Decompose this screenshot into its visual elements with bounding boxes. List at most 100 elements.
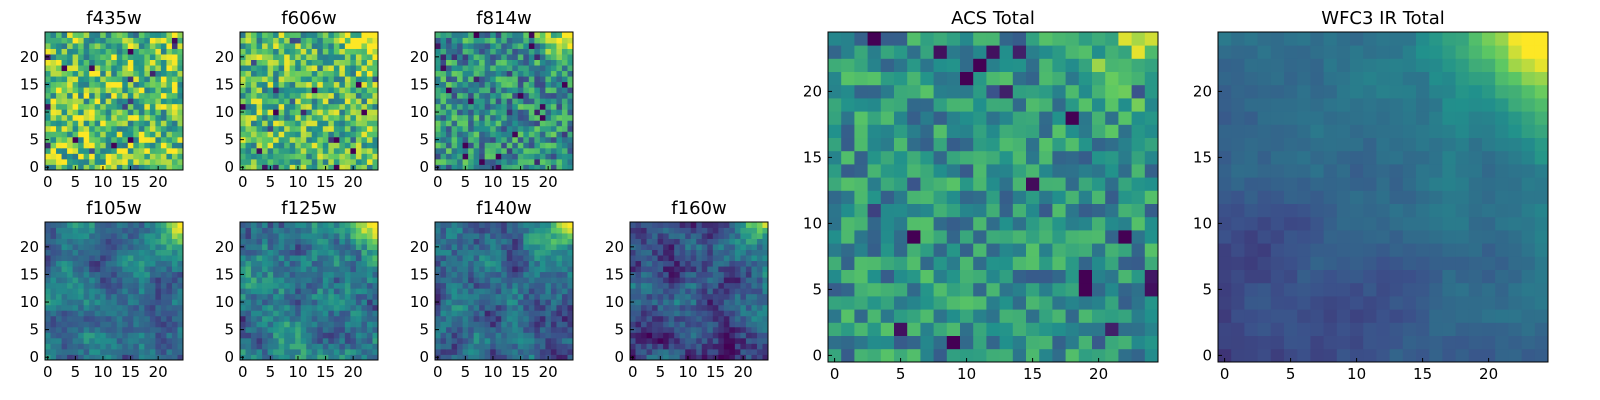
heatmap-cell	[306, 32, 313, 38]
heatmap-cell	[56, 288, 62, 295]
heatmap-cell	[78, 109, 85, 116]
heatmap-cell	[479, 125, 486, 132]
heatmap-cell	[723, 244, 730, 250]
heatmap-cell	[83, 266, 90, 273]
heatmap-cell	[45, 114, 51, 121]
heatmap-cell	[144, 260, 151, 267]
heatmap-cell	[501, 103, 508, 110]
heatmap-cell	[556, 153, 563, 160]
heatmap-cell	[501, 332, 508, 339]
heatmap-cell	[657, 304, 664, 311]
heatmap-cell	[273, 266, 280, 273]
heatmap-cell	[72, 348, 79, 355]
heatmap-cell	[133, 147, 140, 154]
heatmap-cell	[344, 321, 351, 328]
heatmap-cell	[245, 153, 252, 160]
heatmap-cell	[322, 120, 329, 127]
heatmap-cell	[729, 293, 736, 300]
heatmap-cell	[663, 293, 670, 300]
y-tick-label: 10	[410, 293, 429, 311]
heatmap-cell	[339, 43, 346, 49]
heatmap-cell	[523, 348, 530, 355]
heatmap-cell	[490, 249, 497, 256]
heatmap-cell	[138, 304, 145, 311]
heatmap-cell	[366, 304, 373, 311]
heatmap-cell	[61, 288, 68, 295]
heatmap-cell	[841, 203, 855, 218]
heatmap-cell	[457, 249, 463, 256]
y-tick-label: 20	[410, 48, 429, 66]
heatmap-cell	[457, 244, 463, 250]
heatmap-cell	[295, 125, 302, 132]
heatmap-cell	[100, 48, 107, 55]
heatmap-cell	[149, 65, 156, 72]
heatmap-cell	[556, 114, 563, 121]
heatmap-cell	[462, 109, 469, 116]
heatmap-cell	[56, 76, 62, 83]
heatmap-cell	[501, 136, 508, 143]
heatmap-cell	[278, 310, 285, 317]
heatmap-cell	[311, 354, 318, 361]
heatmap-cell	[457, 343, 463, 350]
heatmap-cell	[523, 98, 530, 105]
heatmap-cell	[350, 326, 357, 333]
heatmap-cell	[1078, 230, 1093, 244]
heatmap-cell	[462, 249, 469, 256]
heatmap-cell	[512, 81, 519, 88]
heatmap-cell	[567, 142, 574, 149]
heatmap-cell	[630, 282, 636, 289]
heatmap-cell	[83, 348, 90, 355]
heatmap-cell	[122, 147, 129, 154]
heatmap-cell	[751, 255, 758, 262]
heatmap-cell	[361, 70, 368, 77]
heatmap-cell	[251, 164, 257, 171]
heatmap-cell	[300, 153, 307, 160]
heatmap-cell	[528, 332, 535, 339]
heatmap-cell	[854, 203, 868, 218]
heatmap-cell	[273, 282, 280, 289]
heatmap-cell	[300, 271, 307, 278]
heatmap-cell	[138, 142, 145, 149]
heatmap-cell	[1065, 150, 1080, 165]
heatmap-cell	[361, 238, 368, 245]
heatmap-cell	[762, 260, 769, 267]
heatmap-cell	[339, 87, 346, 94]
heatmap-cell	[350, 81, 357, 88]
heatmap-cell	[50, 153, 57, 160]
heatmap-cell	[89, 260, 96, 267]
heatmap-cell	[567, 255, 574, 262]
heatmap-cell	[986, 164, 1000, 178]
heatmap-cell	[289, 304, 296, 311]
heatmap-cell	[322, 233, 329, 239]
heatmap-cell	[528, 37, 535, 44]
heatmap-cell	[284, 304, 291, 311]
heatmap-cell	[45, 103, 51, 110]
heatmap-cell	[506, 227, 513, 234]
heatmap-cell	[556, 244, 563, 250]
heatmap-cell	[251, 244, 257, 250]
heatmap-cell	[550, 288, 557, 295]
heatmap-cell	[240, 147, 246, 154]
heatmap-cell	[685, 277, 692, 284]
heatmap-cell	[344, 59, 351, 66]
heatmap-cell	[701, 282, 708, 289]
heatmap-cell	[278, 315, 285, 322]
heatmap-cell	[245, 59, 252, 66]
heatmap-cell	[946, 322, 961, 336]
heatmap-cell	[138, 120, 145, 127]
heatmap-cell	[457, 92, 463, 99]
heatmap-cell	[45, 255, 51, 262]
heatmap-cell	[701, 310, 708, 317]
heatmap-cell	[528, 326, 535, 333]
heatmap-cell	[339, 227, 346, 234]
heatmap-cell	[523, 249, 530, 256]
heatmap-cell	[72, 249, 79, 256]
heatmap-cell	[999, 230, 1014, 244]
heatmap-cell	[300, 354, 307, 361]
heatmap-cell	[61, 238, 68, 245]
heatmap-cell	[317, 255, 324, 262]
heatmap-cell	[177, 65, 184, 72]
heatmap-cell	[1131, 124, 1146, 138]
heatmap-cell	[171, 147, 178, 154]
